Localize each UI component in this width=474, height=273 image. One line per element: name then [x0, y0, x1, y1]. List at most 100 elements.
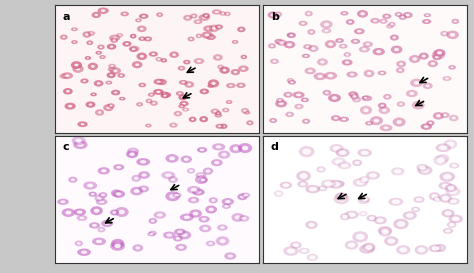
Ellipse shape	[337, 196, 346, 202]
Ellipse shape	[423, 83, 433, 89]
Ellipse shape	[356, 180, 365, 185]
Ellipse shape	[346, 72, 358, 78]
Ellipse shape	[329, 144, 344, 153]
Ellipse shape	[304, 120, 308, 122]
Ellipse shape	[382, 20, 385, 22]
Ellipse shape	[380, 72, 384, 74]
Ellipse shape	[217, 114, 220, 116]
Ellipse shape	[391, 46, 402, 54]
Ellipse shape	[238, 215, 249, 222]
Ellipse shape	[322, 28, 331, 33]
Ellipse shape	[228, 101, 230, 103]
Ellipse shape	[422, 55, 426, 58]
Ellipse shape	[324, 72, 337, 80]
Ellipse shape	[381, 228, 389, 233]
Ellipse shape	[306, 46, 310, 48]
Ellipse shape	[215, 24, 223, 29]
Ellipse shape	[112, 37, 117, 39]
Ellipse shape	[86, 40, 93, 45]
Ellipse shape	[154, 79, 164, 85]
Ellipse shape	[444, 140, 457, 149]
Ellipse shape	[393, 219, 409, 229]
Ellipse shape	[348, 91, 358, 97]
Ellipse shape	[74, 64, 79, 67]
Ellipse shape	[110, 46, 113, 48]
Ellipse shape	[95, 51, 102, 55]
Ellipse shape	[399, 247, 407, 253]
Ellipse shape	[325, 29, 328, 32]
Ellipse shape	[169, 51, 179, 58]
Ellipse shape	[164, 94, 168, 96]
Ellipse shape	[73, 41, 76, 43]
Ellipse shape	[209, 25, 219, 32]
Ellipse shape	[425, 20, 428, 23]
Ellipse shape	[175, 244, 187, 251]
Ellipse shape	[452, 19, 459, 24]
Ellipse shape	[180, 213, 194, 221]
Ellipse shape	[131, 175, 141, 182]
Ellipse shape	[142, 15, 146, 17]
Ellipse shape	[440, 31, 449, 36]
Ellipse shape	[274, 39, 283, 44]
Ellipse shape	[149, 231, 157, 236]
Ellipse shape	[345, 61, 349, 64]
Ellipse shape	[157, 79, 167, 85]
Ellipse shape	[216, 124, 224, 129]
Ellipse shape	[209, 36, 213, 38]
Ellipse shape	[290, 81, 294, 83]
Ellipse shape	[385, 96, 389, 98]
Ellipse shape	[205, 14, 208, 17]
Ellipse shape	[224, 11, 231, 16]
Ellipse shape	[359, 46, 370, 52]
Ellipse shape	[111, 90, 120, 95]
Ellipse shape	[138, 83, 146, 87]
Ellipse shape	[409, 55, 420, 63]
Ellipse shape	[325, 40, 337, 48]
Ellipse shape	[447, 142, 454, 147]
Ellipse shape	[188, 197, 199, 203]
Ellipse shape	[396, 67, 405, 73]
Ellipse shape	[215, 11, 219, 13]
Ellipse shape	[376, 218, 384, 222]
Ellipse shape	[374, 216, 387, 224]
Ellipse shape	[339, 150, 346, 155]
Ellipse shape	[367, 72, 371, 75]
Ellipse shape	[276, 39, 287, 46]
Ellipse shape	[433, 49, 446, 57]
Ellipse shape	[126, 150, 138, 158]
Ellipse shape	[91, 206, 103, 215]
Ellipse shape	[132, 48, 136, 50]
Ellipse shape	[101, 194, 105, 197]
Ellipse shape	[278, 99, 282, 101]
Ellipse shape	[299, 21, 308, 26]
Ellipse shape	[302, 119, 310, 124]
Ellipse shape	[359, 211, 367, 216]
Ellipse shape	[120, 11, 129, 16]
Ellipse shape	[324, 23, 329, 26]
Ellipse shape	[197, 147, 207, 153]
Ellipse shape	[443, 32, 447, 35]
Ellipse shape	[160, 93, 169, 98]
Ellipse shape	[419, 165, 426, 170]
Ellipse shape	[365, 121, 373, 126]
Ellipse shape	[335, 192, 348, 201]
Ellipse shape	[274, 190, 283, 197]
Ellipse shape	[101, 56, 104, 58]
Ellipse shape	[287, 32, 296, 38]
Ellipse shape	[208, 79, 219, 88]
Ellipse shape	[183, 15, 192, 21]
Ellipse shape	[280, 182, 292, 189]
Ellipse shape	[189, 170, 193, 172]
Ellipse shape	[120, 75, 123, 76]
Ellipse shape	[196, 191, 201, 194]
Ellipse shape	[171, 178, 175, 181]
Ellipse shape	[388, 22, 396, 27]
Ellipse shape	[115, 207, 129, 217]
Ellipse shape	[214, 113, 222, 118]
Ellipse shape	[181, 156, 192, 163]
Ellipse shape	[169, 123, 178, 128]
Ellipse shape	[268, 43, 276, 49]
Ellipse shape	[217, 112, 219, 114]
Ellipse shape	[391, 167, 405, 175]
Ellipse shape	[96, 240, 102, 243]
